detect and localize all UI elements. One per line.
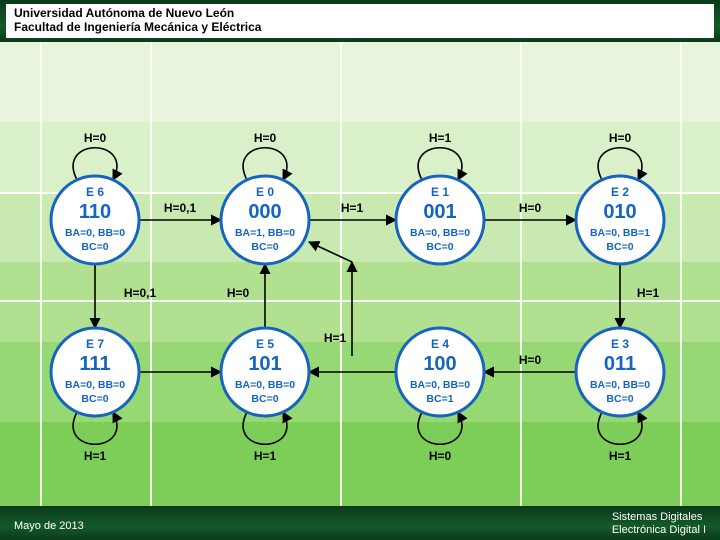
svg-text:BA=0, BB=0: BA=0, BB=0 xyxy=(65,379,125,391)
svg-text:E 7: E 7 xyxy=(86,337,104,351)
svg-text:BC=0: BC=0 xyxy=(81,393,108,405)
svg-text:BC=0: BC=0 xyxy=(251,393,278,405)
svg-text:BA=0, BB=0: BA=0, BB=0 xyxy=(65,227,125,239)
footer-course-1: Sistemas Digitales xyxy=(612,511,706,524)
transition-label: H=1 xyxy=(637,286,660,300)
svg-text:000: 000 xyxy=(248,201,281,223)
svg-text:111: 111 xyxy=(79,353,110,375)
transition-label: H=1 xyxy=(429,131,452,145)
svg-text:001: 001 xyxy=(423,201,456,223)
transition-label: H=0 xyxy=(519,353,542,367)
footer-date: Mayo de 2013 xyxy=(14,520,84,532)
svg-text:BA=0, BB=1: BA=0, BB=1 xyxy=(590,227,650,239)
state-diagram: E 6 110 BA=0, BB=0 BC=0 E 0 000 BA=1, BB=0 BC=0… xyxy=(0,42,720,506)
svg-text:100: 100 xyxy=(423,353,456,375)
state-E1: E 1 001 BA=0, BB=0 BC=0 xyxy=(396,176,484,264)
transition-label: H=0 xyxy=(519,201,542,215)
svg-text:BA=0, BB=0: BA=0, BB=0 xyxy=(590,379,650,391)
svg-text:BC=0: BC=0 xyxy=(606,241,633,253)
state-E7: E 7 111 BA=0, BB=0 BC=0 xyxy=(51,328,139,416)
svg-text:E 1: E 1 xyxy=(431,185,449,199)
state-E2: E 2 010 BA=0, BB=1 BC=0 xyxy=(576,176,664,264)
transition-label: H=0 xyxy=(84,131,107,145)
transition-edge xyxy=(309,242,352,262)
state-E0: E 0 000 BA=1, BB=0 BC=0 xyxy=(221,176,309,264)
state-E5: E 5 101 BA=0, BB=0 BC=0 xyxy=(221,328,309,416)
state-E4: E 4 100 BA=0, BB=0 BC=1 xyxy=(396,328,484,416)
transition-label: H=1 xyxy=(84,449,107,463)
slide-header: Universidad Autónoma de Nuevo León Facul… xyxy=(0,0,720,42)
transition-label: H=1 xyxy=(254,449,277,463)
svg-text:BA=1, BB=0: BA=1, BB=0 xyxy=(235,227,295,239)
svg-text:BA=0, BB=0: BA=0, BB=0 xyxy=(410,379,470,391)
university-name: Universidad Autónoma de Nuevo León xyxy=(14,7,706,21)
svg-text:E 5: E 5 xyxy=(256,337,274,351)
transition-label: H=1 xyxy=(324,331,347,345)
slide: { "header": { "line1": "Universidad Autó… xyxy=(0,0,720,540)
svg-text:BC=0: BC=0 xyxy=(251,241,278,253)
svg-text:BC=1: BC=1 xyxy=(426,393,453,405)
svg-text:E 6: E 6 xyxy=(86,185,104,199)
transition-label: H=0 xyxy=(609,131,632,145)
svg-text:011: 011 xyxy=(604,353,636,375)
footer-course-2: Electrónica Digital I xyxy=(612,524,706,537)
svg-text:BC=0: BC=0 xyxy=(81,241,108,253)
svg-text:101: 101 xyxy=(248,353,281,375)
transition-label: H=0,1 xyxy=(164,201,197,215)
svg-text:E 3: E 3 xyxy=(611,337,629,351)
svg-text:BC=0: BC=0 xyxy=(426,241,453,253)
svg-text:E 0: E 0 xyxy=(256,185,274,199)
svg-text:110: 110 xyxy=(79,201,111,223)
svg-text:E 2: E 2 xyxy=(611,185,629,199)
svg-text:BA=0, BB=0: BA=0, BB=0 xyxy=(235,379,295,391)
state-E6: E 6 110 BA=0, BB=0 BC=0 xyxy=(51,176,139,264)
faculty-name: Facultad de Ingeniería Mecánica y Eléctr… xyxy=(14,21,706,35)
transition-label: H=0,1 xyxy=(124,286,157,300)
transition-label: H=1 xyxy=(341,201,364,215)
svg-text:010: 010 xyxy=(603,201,636,223)
svg-text:E 4: E 4 xyxy=(431,337,449,351)
slide-footer: Mayo de 2013 Sistemas Digitales Electrón… xyxy=(0,506,720,540)
transition-label: H=0 xyxy=(227,286,250,300)
transition-label: H=1 xyxy=(609,449,632,463)
transition-label: H=0 xyxy=(429,449,452,463)
transition-label: H=0 xyxy=(254,131,277,145)
svg-text:BC=0: BC=0 xyxy=(606,393,633,405)
state-E3: E 3 011 BA=0, BB=0 BC=0 xyxy=(576,328,664,416)
svg-text:BA=0, BB=0: BA=0, BB=0 xyxy=(410,227,470,239)
